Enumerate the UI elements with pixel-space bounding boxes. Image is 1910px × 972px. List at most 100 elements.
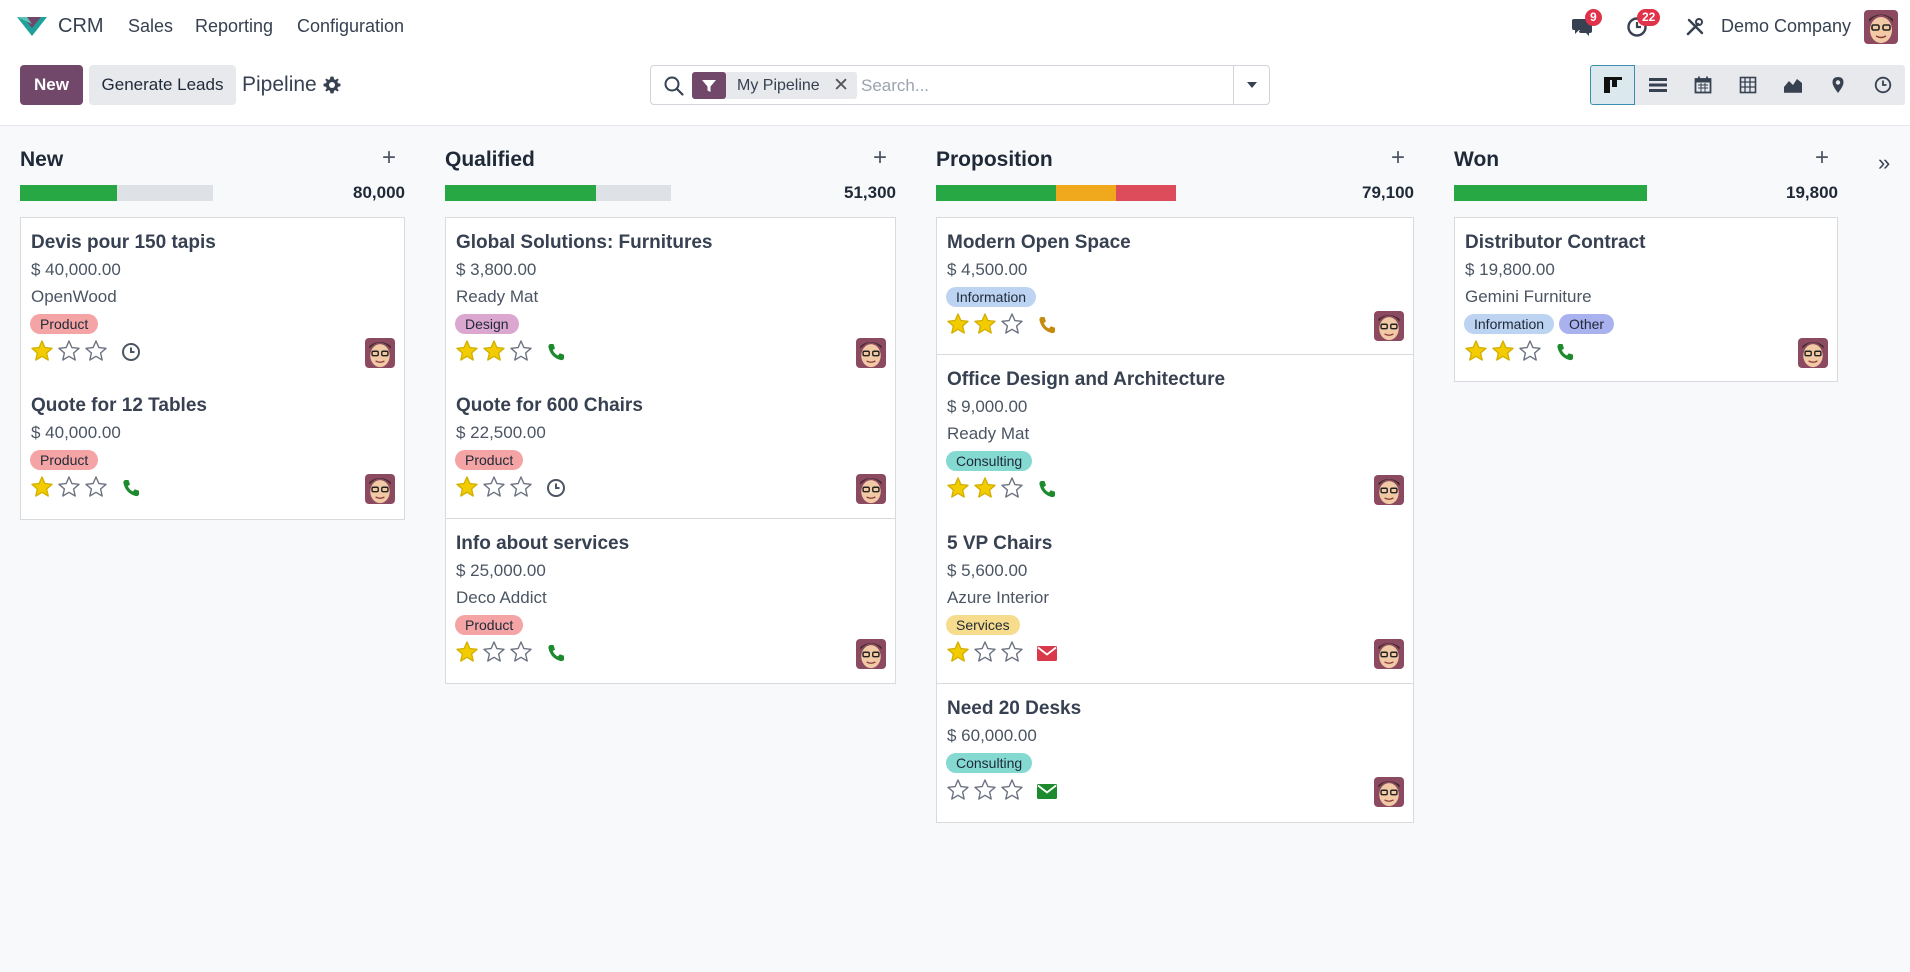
kanban-card[interactable]: Need 20 Desks $ 60,000.00 Consulting [936, 684, 1414, 823]
star-empty-icon[interactable] [84, 339, 108, 363]
map-view-button[interactable] [1815, 65, 1860, 105]
phone-icon[interactable] [1036, 314, 1058, 336]
remove-facet-close-icon[interactable]: ✕ [833, 75, 849, 96]
star-empty-icon[interactable] [973, 778, 997, 802]
quick-create-plus-icon[interactable]: + [382, 144, 397, 171]
phone-icon[interactable] [1036, 478, 1058, 500]
star-filled-icon[interactable] [946, 476, 970, 500]
kanban-card[interactable]: Global Solutions: Furnitures $ 3,800.00 Re… [445, 217, 896, 382]
calendar-view-button[interactable] [1680, 65, 1725, 105]
menu-configuration[interactable]: Configuration [297, 16, 405, 36]
priority-stars[interactable] [455, 339, 533, 363]
email-icon[interactable] [1036, 642, 1058, 664]
pivot-view-button[interactable] [1725, 65, 1770, 105]
star-empty-icon[interactable] [973, 640, 997, 664]
salesperson-avatar[interactable] [1798, 338, 1828, 368]
star-empty-icon[interactable] [482, 475, 506, 499]
star-filled-icon[interactable] [973, 312, 997, 336]
menu-reporting[interactable]: Reporting [195, 16, 274, 36]
phone-icon[interactable] [1554, 341, 1576, 363]
quick-create-plus-icon[interactable]: + [1815, 144, 1830, 171]
progress-segment-green[interactable] [20, 185, 117, 201]
column-title[interactable]: Qualified [445, 148, 535, 171]
search-options-toggle[interactable] [1233, 66, 1269, 104]
email-icon[interactable] [1036, 780, 1058, 802]
debug-tools-button[interactable] [1681, 13, 1709, 41]
progress-segment-green[interactable] [1454, 185, 1647, 201]
column-title[interactable]: Won [1454, 148, 1500, 171]
search-icon[interactable] [663, 75, 685, 97]
star-filled-icon[interactable] [482, 339, 506, 363]
star-empty-icon[interactable] [946, 778, 970, 802]
star-empty-icon[interactable] [482, 640, 506, 664]
star-empty-icon[interactable] [84, 475, 108, 499]
salesperson-avatar[interactable] [856, 474, 886, 504]
salesperson-avatar[interactable] [856, 639, 886, 669]
star-empty-icon[interactable] [509, 475, 533, 499]
kanban-card[interactable]: Distributor Contract $ 19,800.00 Gemini Fu… [1454, 217, 1838, 382]
generate-leads-button[interactable]: Generate Leads [89, 65, 236, 105]
star-empty-icon[interactable] [1000, 778, 1024, 802]
column-title[interactable]: New [20, 148, 64, 171]
star-filled-icon[interactable] [455, 640, 479, 664]
user-avatar[interactable] [1864, 10, 1898, 44]
activity-view-button[interactable] [1860, 65, 1905, 105]
progress-segment-orange[interactable] [1056, 185, 1116, 201]
priority-stars[interactable] [455, 475, 533, 499]
star-filled-icon[interactable] [30, 475, 54, 499]
star-filled-icon[interactable] [946, 640, 970, 664]
salesperson-avatar[interactable] [1374, 311, 1404, 341]
priority-stars[interactable] [1464, 339, 1542, 363]
star-empty-icon[interactable] [1518, 339, 1542, 363]
star-empty-icon[interactable] [509, 640, 533, 664]
menu-sales[interactable]: Sales [128, 16, 174, 36]
star-empty-icon[interactable] [1000, 476, 1024, 500]
star-filled-icon[interactable] [946, 312, 970, 336]
salesperson-avatar[interactable] [365, 338, 395, 368]
star-filled-icon[interactable] [30, 339, 54, 363]
kanban-card[interactable]: Devis pour 150 tapis $ 40,000.00 OpenWood P… [20, 217, 405, 382]
quick-create-plus-icon[interactable]: + [873, 144, 888, 171]
star-empty-icon[interactable] [509, 339, 533, 363]
company-switcher[interactable]: Demo Company [1721, 16, 1852, 36]
messages-button[interactable]: 9 [1568, 9, 1602, 41]
graph-view-button[interactable] [1770, 65, 1815, 105]
quick-create-plus-icon[interactable]: + [1391, 144, 1406, 171]
priority-stars[interactable] [30, 475, 108, 499]
star-empty-icon[interactable] [1000, 640, 1024, 664]
priority-stars[interactable] [946, 778, 1024, 802]
salesperson-avatar[interactable] [365, 474, 395, 504]
star-filled-icon[interactable] [973, 476, 997, 500]
priority-stars[interactable] [30, 339, 108, 363]
progress-segment-red[interactable] [1116, 185, 1176, 201]
kanban-card[interactable]: Info about services $ 25,000.00 Deco Addic… [445, 519, 896, 684]
phone-icon[interactable] [545, 642, 567, 664]
star-filled-icon[interactable] [455, 475, 479, 499]
fold-columns-chevron-icon[interactable]: » [1878, 150, 1891, 175]
priority-stars[interactable] [946, 476, 1024, 500]
priority-stars[interactable] [946, 640, 1024, 664]
kanban-card[interactable]: 5 VP Chairs $ 5,600.00 Azure Interior Servi… [936, 519, 1414, 684]
priority-stars[interactable] [946, 312, 1024, 336]
star-filled-icon[interactable] [1464, 339, 1488, 363]
kanban-card[interactable]: Quote for 12 Tables $ 40,000.00 Product [20, 381, 405, 520]
phone-icon[interactable] [545, 341, 567, 363]
kanban-card[interactable]: Quote for 600 Chairs $ 22,500.00 Product [445, 381, 896, 519]
salesperson-avatar[interactable] [856, 338, 886, 368]
star-empty-icon[interactable] [57, 339, 81, 363]
star-filled-icon[interactable] [1491, 339, 1515, 363]
app-name[interactable]: CRM [58, 15, 104, 37]
activity-clock-icon[interactable] [120, 341, 142, 363]
kanban-card[interactable]: Modern Open Space $ 4,500.00 Information [936, 217, 1414, 355]
kanban-view-button[interactable] [1590, 65, 1635, 105]
crm-logo-icon[interactable] [15, 14, 49, 38]
salesperson-avatar[interactable] [1374, 777, 1404, 807]
star-empty-icon[interactable] [57, 475, 81, 499]
star-empty-icon[interactable] [1000, 312, 1024, 336]
gear-icon[interactable] [322, 75, 342, 95]
progress-segment-green[interactable] [936, 185, 1056, 201]
new-button[interactable]: New [20, 65, 83, 105]
activities-button[interactable]: 22 [1623, 9, 1661, 41]
priority-stars[interactable] [455, 640, 533, 664]
star-filled-icon[interactable] [455, 339, 479, 363]
